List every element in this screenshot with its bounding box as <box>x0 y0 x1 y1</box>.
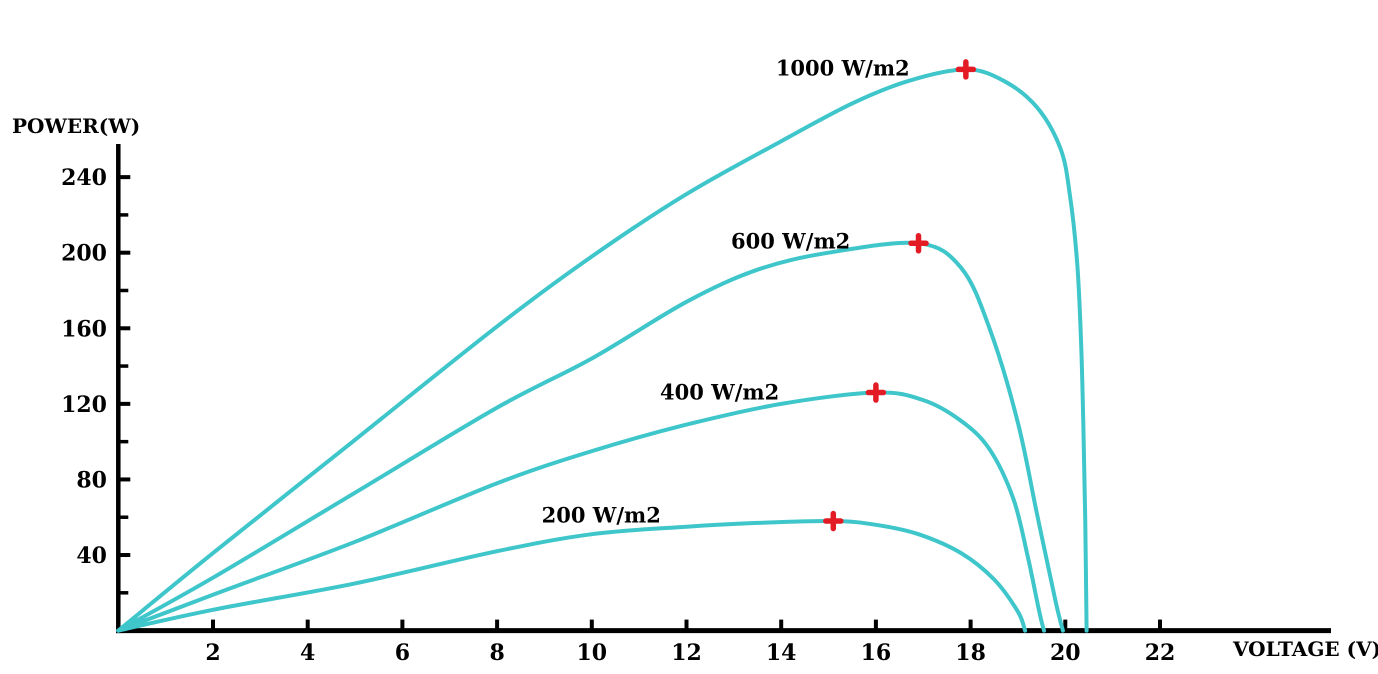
x-tick-label-22: 22 <box>1145 640 1176 666</box>
y-tick-label-160: 160 <box>61 316 107 342</box>
mpp-marker-1000-w-m2 <box>955 59 977 80</box>
mpp-marker-400-w-m2 <box>865 382 887 403</box>
x-tick-label-6: 6 <box>395 640 410 666</box>
x-tick-label-18: 18 <box>955 640 986 666</box>
curve-200-w-m2 <box>116 518 1028 633</box>
x-tick-label-4: 4 <box>300 640 315 666</box>
curve-label-400-w-m2: 400 W/m2 <box>660 379 780 405</box>
y-tick-label-200: 200 <box>61 241 107 267</box>
x-tick-label-12: 12 <box>671 640 702 666</box>
y-tick-label-40: 40 <box>76 543 107 569</box>
x-tick-label-16: 16 <box>861 640 892 666</box>
y-tick-label-240: 240 <box>61 165 107 191</box>
x-tick-label-2: 2 <box>205 640 220 666</box>
curve-400-w-m2 <box>116 390 1046 633</box>
curve-label-200-w-m2: 200 W/m2 <box>541 502 661 528</box>
curve-label-600-w-m2: 600 W/m2 <box>731 228 851 254</box>
x-tick-label-14: 14 <box>766 640 797 666</box>
curve-600-w-m2 <box>116 240 1065 633</box>
curve-label-1000-w-m2: 1000 W/m2 <box>775 55 910 81</box>
mpp-marker-200-w-m2 <box>823 510 844 532</box>
y-tick-label-120: 120 <box>61 392 107 418</box>
y-tick-label-80: 80 <box>76 467 107 493</box>
x-tick-label-10: 10 <box>576 640 607 666</box>
mpp-marker-600-w-m2 <box>908 233 929 254</box>
y-axis-title: POWER(W) <box>12 114 141 138</box>
curve-1000-w-m2 <box>116 67 1089 633</box>
x-tick-label-20: 20 <box>1050 640 1081 666</box>
x-tick-label-8: 8 <box>489 640 504 666</box>
x-axis-title: VOLTAGE (V) <box>1233 637 1378 661</box>
